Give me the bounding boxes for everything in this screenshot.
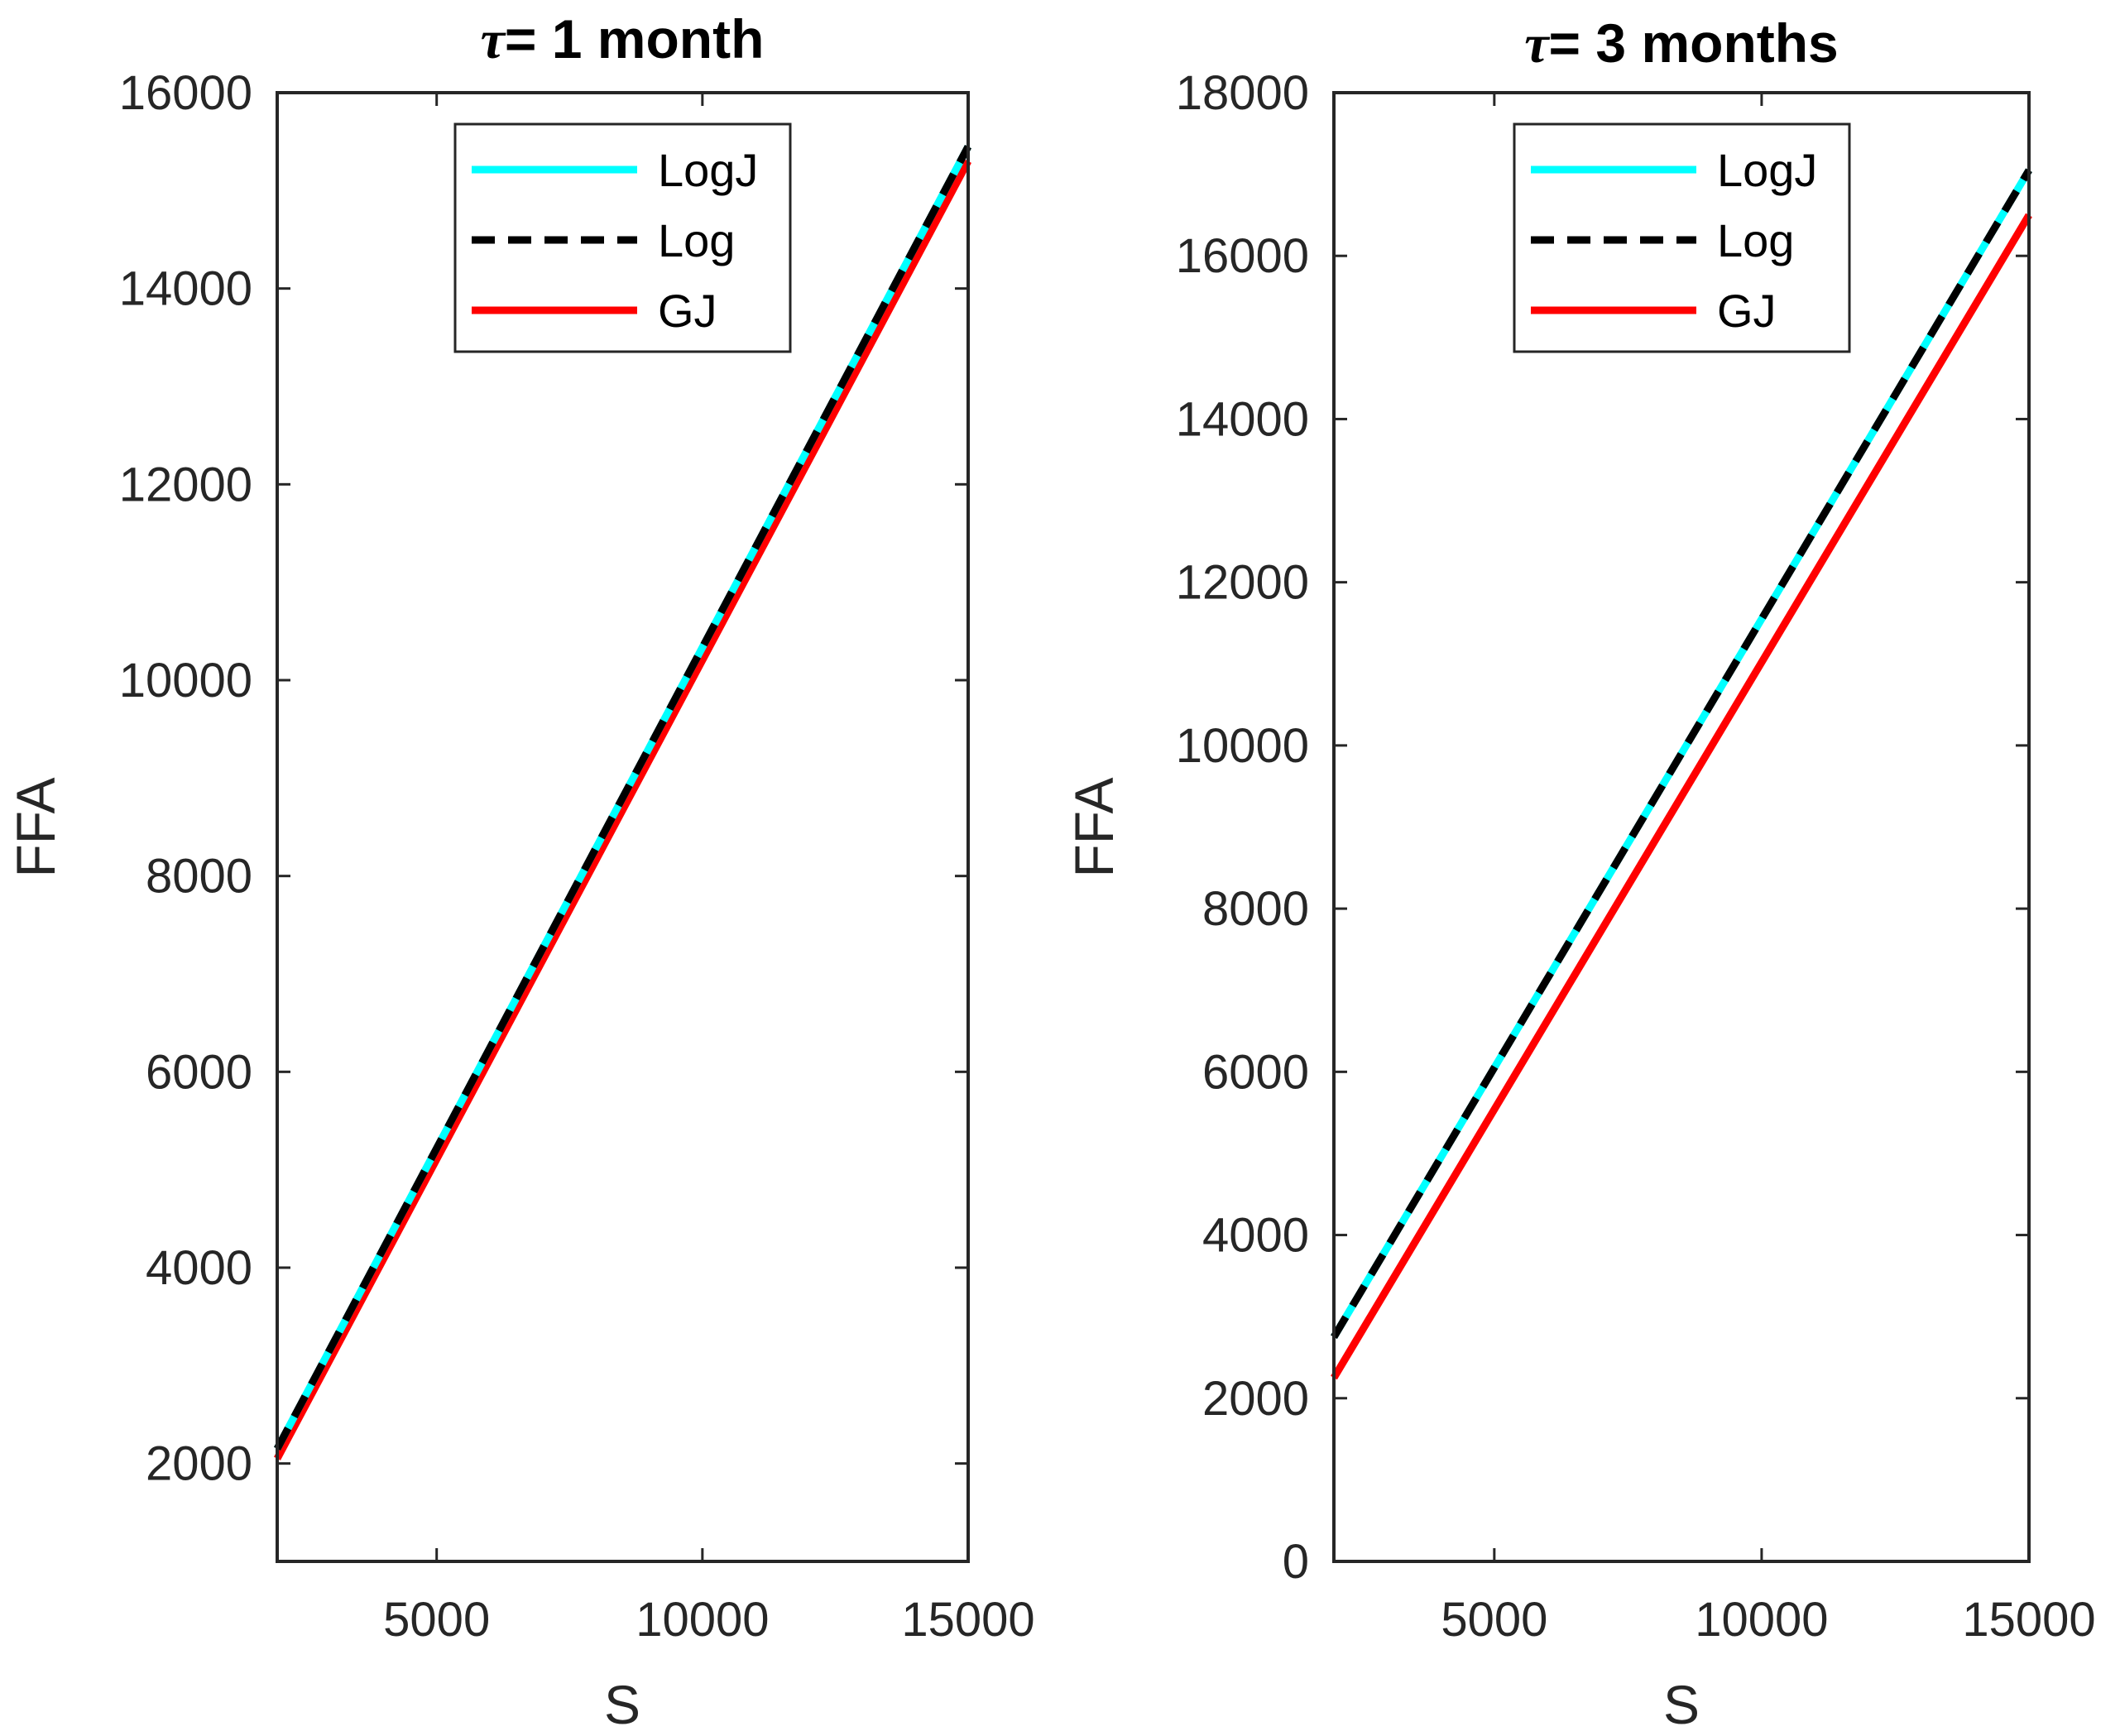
axes-box (276, 91, 970, 1563)
legend-label-gj: GJ (1717, 285, 1777, 337)
y-axis-label: FFA (5, 777, 66, 877)
plot-lines (274, 144, 971, 1460)
legend-label-logj: LogJ (658, 144, 758, 196)
legend: LogJ Log GJ (453, 122, 792, 353)
x-tick-label: 5000 (1441, 1593, 1547, 1647)
y-tick-label: 18000 (1176, 66, 1309, 120)
chart-panel-2: 0 2000 4000 6000 8000 10000 12000 14000 16000 180… (1063, 12, 2096, 1735)
series-line-log (1331, 168, 2032, 1340)
y-tick-label: 2000 (146, 1437, 252, 1491)
y-tick-label: 4000 (1202, 1209, 1309, 1263)
ticks: 0 2000 4000 6000 8000 10000 12000 14000 16000 180… (1176, 66, 2096, 1647)
y-tick-label: 2000 (1202, 1372, 1309, 1426)
y-tick-label: 6000 (1202, 1045, 1309, 1099)
series-line-gj (1331, 213, 2032, 1380)
y-tick-label: 12000 (119, 458, 252, 511)
plot-lines (1331, 168, 2032, 1380)
chart-title: τ= 1 month (481, 8, 765, 70)
y-tick-label: 10000 (119, 654, 252, 707)
y-tick-label: 16000 (1176, 229, 1309, 283)
chart-title: τ= 3 months (1524, 12, 1839, 74)
legend-label-log: Log (658, 214, 735, 266)
legend-label-gj: GJ (658, 285, 717, 337)
x-tick-label: 15000 (901, 1593, 1034, 1647)
y-tick-label: 10000 (1176, 719, 1309, 773)
legend: LogJ Log GJ (1513, 122, 1851, 353)
series-line-log (274, 144, 971, 1451)
axes-box (1332, 91, 2031, 1563)
legend-label-logj: LogJ (1717, 144, 1817, 196)
series-line-gj (274, 159, 971, 1460)
y-tick-label: 6000 (146, 1045, 252, 1099)
x-tick-label: 10000 (636, 1593, 769, 1647)
y-tick-label: 0 (1283, 1535, 1309, 1589)
y-axis-label: FFA (1063, 777, 1125, 877)
y-tick-label: 8000 (146, 850, 252, 904)
y-tick-label: 4000 (146, 1241, 252, 1295)
chart-panel-1: 2000 4000 6000 8000 10000 12000 14000 16000 5000… (5, 8, 1035, 1735)
x-tick-label: 15000 (1962, 1593, 2095, 1647)
x-axis-label: S (1663, 1674, 1700, 1735)
y-tick-label: 12000 (1176, 556, 1309, 610)
y-tick-label: 8000 (1202, 882, 1309, 936)
x-axis-label: S (604, 1674, 640, 1735)
y-tick-label: 14000 (119, 262, 252, 316)
x-tick-label: 10000 (1695, 1593, 1828, 1647)
ticks: 2000 4000 6000 8000 10000 12000 14000 16000 5000… (119, 66, 1035, 1647)
y-tick-label: 16000 (119, 66, 252, 120)
legend-label-log: Log (1717, 214, 1794, 266)
x-tick-label: 5000 (383, 1593, 490, 1647)
y-tick-label: 14000 (1176, 392, 1309, 446)
